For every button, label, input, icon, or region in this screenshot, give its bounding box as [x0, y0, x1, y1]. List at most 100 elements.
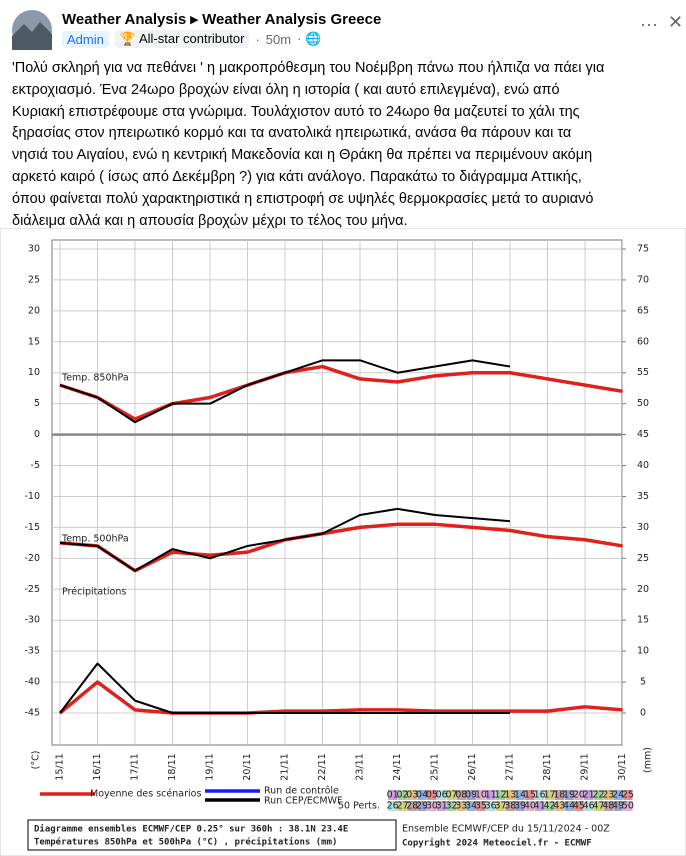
pert-swatch	[584, 790, 594, 800]
meta: Admin 🏆 All-star contributor · 50m · 🌐	[62, 30, 321, 48]
text-line: Κυριακή επιστρέφουμε στα γνώριμα. Τουλάχ…	[12, 103, 580, 120]
y2-tick-label: 0	[640, 708, 646, 719]
x-tick-label: 19/11	[205, 753, 216, 780]
y2-tick-label: 40	[637, 460, 649, 471]
pert-swatch	[584, 801, 594, 811]
text-line: εκτροχιασμό. Ένα 24ωρο βροχών είναι όλη …	[12, 81, 560, 98]
pert-swatch	[466, 790, 476, 800]
pert-swatch	[593, 790, 604, 800]
pert-label: 11	[485, 790, 497, 801]
pert-label: 02	[396, 790, 408, 801]
pert-label: 29	[416, 801, 428, 812]
pert-swatch	[603, 790, 613, 800]
pert-swatch	[623, 790, 633, 800]
pert-label: 23	[602, 790, 614, 801]
legend-label: Moyenne des scénarios	[90, 789, 201, 800]
pert-label: 49	[612, 801, 624, 812]
pert-label: 31	[436, 801, 448, 812]
pert-label: 26	[387, 801, 399, 812]
pert-swatch	[427, 801, 437, 811]
panel-label: Temp. 500hPa	[61, 534, 129, 545]
y-unit: (°C)	[31, 751, 42, 770]
subgroup-name[interactable]: Weather Analysis Greece	[202, 11, 382, 28]
pert-label: 45	[573, 801, 585, 812]
pert-label: 42	[543, 801, 555, 812]
y2-tick-label: 45	[637, 429, 649, 440]
perts-label: 50 Perts.	[338, 801, 380, 812]
x-tick-label: 30/11	[617, 753, 628, 780]
x-tick-label: 26/11	[467, 753, 478, 780]
pert-swatch	[417, 801, 427, 811]
y2-tick-label: 70	[637, 274, 649, 285]
pert-label: 24	[612, 790, 624, 801]
x-tick-label: 25/11	[430, 753, 441, 780]
y2-tick-label: 5	[640, 677, 646, 688]
pert-swatch	[505, 801, 515, 811]
pert-swatch	[574, 801, 584, 811]
pert-swatch	[397, 801, 408, 811]
legend-label: Run de contrôle	[264, 786, 339, 797]
pert-label: 05	[426, 790, 438, 801]
x-tick-label: 21/11	[280, 753, 291, 780]
badge: Admin	[62, 30, 109, 48]
pert-swatch	[495, 801, 506, 811]
pert-swatch	[574, 790, 584, 800]
pert-swatch	[525, 801, 535, 811]
text-line: αρκετό καιρό ( ίσως από Δεκέμβρη ?) για …	[12, 168, 582, 185]
y2-tick-label: 65	[637, 305, 649, 316]
y2-tick-label: 10	[637, 646, 649, 657]
y-tick-label: -35	[24, 646, 40, 657]
pert-swatch	[486, 790, 496, 800]
pert-swatch	[613, 801, 623, 811]
pert-label: 12	[494, 790, 506, 801]
pert-label: 06	[436, 790, 448, 801]
pert-swatch	[388, 801, 398, 811]
avatar[interactable]	[12, 10, 52, 50]
pert-swatch	[437, 801, 447, 811]
pert-label: 43	[553, 801, 565, 812]
pert-swatch	[603, 801, 613, 811]
panel-label: Temp. 850hPa	[61, 373, 129, 384]
pert-label: 09	[465, 790, 477, 801]
text-line: διάλειμα αλλά και η απουσία βροχών μέχρι…	[12, 212, 408, 229]
close-button[interactable]: ✕	[668, 12, 684, 32]
pert-swatch	[388, 790, 398, 800]
pert-swatch	[446, 801, 457, 811]
pert-swatch	[476, 801, 486, 811]
group-name[interactable]: Weather Analysis	[62, 11, 187, 28]
plot-area	[51, 239, 623, 746]
chart: 15/11 16/11 17/11 18/11 19/11 20/11 21/11 22/11…	[0, 228, 686, 856]
y2-tick-label: 60	[637, 336, 649, 347]
y-tick-label: 15	[28, 336, 40, 347]
pert-label: 17	[543, 790, 555, 801]
series-line	[59, 359, 511, 424]
pert-label: 37	[494, 801, 506, 812]
x-tick-label: 17/11	[130, 753, 141, 780]
pert-label: 07	[445, 790, 457, 801]
pert-swatch	[525, 790, 535, 800]
pert-swatch	[446, 790, 457, 800]
pert-label: 25	[622, 790, 634, 801]
pert-label: 38	[504, 801, 516, 812]
y-tick-label: -5	[31, 460, 40, 471]
pert-swatch	[476, 790, 486, 800]
pert-label: 04	[416, 790, 428, 801]
y2-tick-label: 55	[637, 367, 649, 378]
x-tick-label: 15/11	[55, 753, 66, 780]
series-line	[59, 364, 623, 421]
pert-label: 01	[387, 790, 399, 801]
badge: 🏆 All-star contributor	[114, 30, 250, 48]
legend-label: Run CEP/ECMWF	[264, 796, 343, 807]
pert-label: 10	[475, 790, 487, 801]
x-tick-label: 29/11	[580, 753, 591, 780]
pert-swatch	[417, 790, 427, 800]
series-line	[59, 522, 623, 573]
pert-label: 48	[602, 801, 614, 812]
pert-label: 03	[406, 790, 418, 801]
more-button[interactable]: ···	[640, 14, 658, 34]
text-line: ξηρασίας στον ηπειρωτικό κορμό και τα αν…	[12, 125, 572, 142]
pert-swatch	[544, 801, 555, 811]
pert-label: 39	[514, 801, 526, 812]
time[interactable]: 50m	[265, 31, 292, 47]
pert-label: 36	[485, 801, 497, 812]
